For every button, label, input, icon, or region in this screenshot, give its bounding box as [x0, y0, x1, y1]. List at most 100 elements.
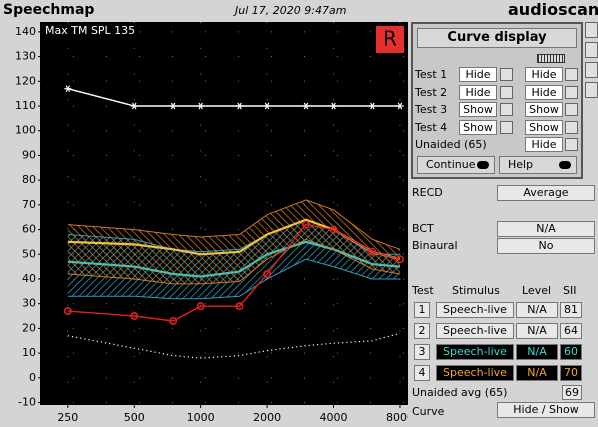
table-header: SII: [563, 284, 577, 297]
button-indicator: [477, 161, 489, 169]
datetime: Jul 17, 2020 9:47am: [235, 4, 347, 17]
right-toggle[interactable]: Show: [525, 102, 563, 117]
right-checkbox[interactable]: [565, 85, 578, 99]
sii: 81: [560, 302, 582, 318]
curve-label: Test 1: [415, 68, 448, 81]
y-tick-label: 80: [22, 173, 36, 186]
level: N/A: [516, 302, 558, 318]
ear-label: R: [383, 27, 397, 51]
stimulus[interactable]: Speech-live: [436, 302, 514, 318]
band-upper: [67, 199, 401, 250]
popup: Curve display Test 1 Hide Hide Test 2 Hide Hi…: [411, 22, 583, 179]
left-toggle[interactable]: Show: [459, 102, 497, 117]
level: N/A: [516, 365, 558, 381]
star-stroke: [264, 102, 270, 110]
popup-icon: [537, 54, 565, 63]
point-marker: [130, 312, 139, 321]
table-header: Test: [412, 284, 434, 297]
star-marker: [368, 102, 376, 110]
left-checkbox[interactable]: [500, 85, 513, 99]
sii: 70: [560, 365, 582, 381]
y-tick-label: 50: [22, 247, 36, 260]
y-tick-label: 20: [22, 321, 36, 334]
x-tick-label: 4000: [320, 411, 348, 424]
star-marker: [302, 102, 310, 110]
sii: 64: [560, 323, 582, 339]
y-tick-label: -10: [18, 396, 36, 409]
unaided-label: Unaided avg (65): [412, 386, 508, 399]
right-checkbox[interactable]: [565, 103, 578, 116]
right-toggle[interactable]: Hide: [525, 67, 563, 82]
point-marker: [169, 316, 178, 325]
brand: audioscan: [508, 0, 598, 19]
left-checkbox[interactable]: [500, 68, 513, 81]
side-button[interactable]: [585, 62, 598, 78]
stimulus[interactable]: Speech-live: [436, 365, 514, 381]
left-checkbox[interactable]: [500, 120, 513, 134]
left-checkbox[interactable]: [500, 103, 513, 116]
recd-value[interactable]: Average: [497, 185, 595, 201]
star-stroke: [303, 102, 309, 110]
y-tick-label: 140: [15, 25, 36, 38]
right-toggle[interactable]: Hide: [525, 84, 563, 100]
right-toggle[interactable]: Hide: [525, 137, 563, 152]
point-marker: [263, 270, 272, 279]
plot-area: [40, 22, 408, 405]
plot-layer: [40, 22, 408, 405]
star-stroke: [331, 102, 336, 110]
left-toggle[interactable]: Show: [459, 119, 497, 135]
stimulus[interactable]: Speech-live: [436, 323, 514, 339]
band-lower: [67, 258, 400, 300]
recd-label: RECD: [412, 186, 443, 199]
star-marker: [330, 102, 338, 110]
popup-button[interactable]: Continue: [417, 156, 495, 174]
star-marker: [396, 102, 404, 110]
star-marker: [197, 102, 205, 110]
x-tick-label: 2000: [253, 411, 281, 424]
binaural-value[interactable]: No: [497, 238, 595, 254]
test-number[interactable]: 2: [414, 323, 430, 339]
right-toggle[interactable]: Show: [525, 119, 563, 135]
curve-label: Test 4: [415, 120, 448, 134]
band-lower: [67, 238, 401, 285]
star-stroke: [131, 102, 137, 110]
test-number[interactable]: 4: [414, 365, 430, 381]
stimulus[interactable]: Speech-live: [436, 344, 514, 360]
series-line: [67, 223, 401, 322]
x-tick-label: 500: [124, 411, 145, 424]
sii: 60: [560, 344, 582, 360]
bct-label: BCT: [412, 222, 434, 235]
point-marker: [196, 302, 205, 311]
level: N/A: [516, 344, 558, 360]
star-stroke: [370, 102, 375, 110]
left-toggle[interactable]: Hide: [459, 67, 497, 82]
test-number[interactable]: 3: [414, 344, 430, 360]
side-button[interactable]: [585, 82, 598, 98]
right-checkbox[interactable]: [565, 120, 578, 134]
button-indicator: [559, 161, 571, 169]
series-line: [67, 88, 400, 107]
y-tick-label: 10: [22, 346, 36, 359]
left-toggle[interactable]: Hide: [459, 84, 497, 100]
popup-button[interactable]: Help: [499, 156, 577, 174]
right-checkbox[interactable]: [565, 68, 578, 81]
y-tick-label: 120: [15, 74, 36, 87]
y-tick-label: 110: [15, 99, 36, 112]
ear-badge: [376, 26, 404, 53]
x-tick-label: 250: [57, 411, 78, 424]
side-button[interactable]: [585, 42, 598, 58]
test-number[interactable]: 1: [414, 302, 430, 318]
star-stroke: [65, 85, 71, 93]
bct-value[interactable]: N/A: [497, 221, 595, 237]
annotation: Max TM SPL 135: [45, 24, 135, 37]
side-button[interactable]: [585, 22, 598, 38]
y-tick-label: 90: [22, 148, 36, 161]
curve-button[interactable]: Hide / Show: [497, 402, 595, 418]
binaural-label: Binaural: [412, 239, 458, 252]
star-marker: [263, 102, 271, 110]
star-stroke: [198, 102, 203, 110]
right-checkbox[interactable]: [565, 138, 578, 151]
y-tick-label: 40: [22, 272, 36, 285]
star-stroke: [170, 102, 176, 110]
star-marker: [130, 102, 138, 110]
